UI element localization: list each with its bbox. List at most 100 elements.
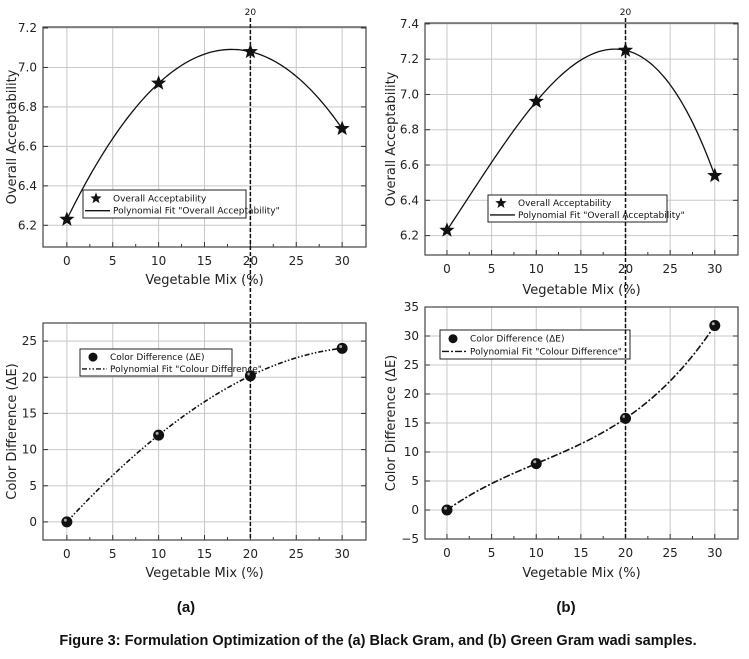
y-tick-label: 6.4 xyxy=(18,179,37,193)
legend-circle-icon xyxy=(88,352,98,362)
x-tick-label: 20 xyxy=(243,547,258,561)
plot-frame xyxy=(424,306,739,540)
x-tick-label: 25 xyxy=(289,547,304,561)
x-tick-label: 5 xyxy=(109,547,117,561)
legend-label-fit: Polynomial Fit "Overall Acceptability" xyxy=(113,207,280,217)
figure-caption: Figure 3: Formulation Optimization of th… xyxy=(59,633,696,649)
legend-label-fit: Polynomial Fit "Overall Acceptability" xyxy=(518,211,685,221)
chart-a-top: 0 5 10 15 20 25 306.26.46.66.87.07.2Vegetable … xyxy=(5,21,367,288)
data-point-star xyxy=(707,167,723,183)
y-tick-label: 10 xyxy=(404,445,419,459)
y-tick-label: 15 xyxy=(22,406,37,420)
y-tick-label: 6.4 xyxy=(400,193,419,207)
y-tick-label: 6.8 xyxy=(18,100,37,114)
data-point-star xyxy=(59,211,75,226)
legend: Overall Acceptability Polynomial Fit "Ove… xyxy=(82,189,280,219)
y-tick-label: 10 xyxy=(22,443,37,457)
x-tick-label: 10 xyxy=(529,262,544,276)
fit-curve xyxy=(446,48,716,231)
y-tick-label: 5 xyxy=(411,474,419,488)
y-tick-label: 25 xyxy=(22,334,37,348)
chart-b-top: 0 5 10 15 20 25 30 6.2 6.4 6.6 6.8 7.0 7.2 7.4 Vegetab… xyxy=(384,17,739,298)
data-point-highlight xyxy=(533,460,537,464)
x-tick-label: 30 xyxy=(335,254,350,268)
y-tick-label: 20 xyxy=(404,387,419,401)
fit-curve xyxy=(66,347,343,523)
plot-frame xyxy=(42,26,367,248)
x-tick-label: 0 xyxy=(443,546,451,560)
y-tick-label: 7.0 xyxy=(400,87,419,101)
x-tick-label: 20 xyxy=(618,546,633,560)
legend-label-fit: Polynomial Fit "Colour Difference" xyxy=(110,365,262,375)
y-tick-label: 15 xyxy=(404,416,419,430)
y-tick-label: 6.2 xyxy=(18,218,37,232)
legend-star-icon xyxy=(495,197,507,208)
x-axis-label: Vegetable Mix (%) xyxy=(522,566,640,581)
y-tick-label: 7.0 xyxy=(18,60,37,74)
legend-label-data: Color Difference (ΔE) xyxy=(110,353,204,363)
legend-label-data: Overall Acceptability xyxy=(113,194,207,204)
charts-group: 0 5 10 15 20 25 30 6.2 6.4 6.6 6.8 7.0 7.2 Vegetable … xyxy=(5,8,739,581)
y-axis-label: Overall Acceptability xyxy=(5,69,20,204)
data-point-star xyxy=(151,75,167,90)
data-point-circle xyxy=(61,516,73,528)
legend: Color Difference (ΔE) Polynomial Fit "Col… xyxy=(79,348,262,377)
y-tick-label: 20 xyxy=(22,370,37,384)
data-point-circle xyxy=(441,504,453,516)
legend-box xyxy=(439,329,631,360)
data-point-circle xyxy=(336,342,348,354)
x-tick-label: 10 xyxy=(151,547,166,561)
x-tick-label: 25 xyxy=(663,262,678,276)
y-tick-label: 7.2 xyxy=(400,52,419,66)
x-tick-label: 5 xyxy=(488,546,496,560)
x-tick-label: 15 xyxy=(573,262,588,276)
x-tick-label: 25 xyxy=(289,254,304,268)
y-tick-label: 7.4 xyxy=(400,17,419,31)
reference-line-label: 20 xyxy=(620,8,632,18)
data-point-highlight xyxy=(443,506,447,510)
legend-box xyxy=(82,189,247,219)
fit-curve xyxy=(446,325,716,511)
panel-label-b: (b) xyxy=(556,599,575,616)
x-tick-label: 10 xyxy=(529,546,544,560)
data-point-circle xyxy=(620,412,632,424)
legend-box xyxy=(79,348,233,377)
y-tick-label: 6.6 xyxy=(400,158,419,172)
x-tick-label: 5 xyxy=(488,262,496,276)
y-tick-label: −5 xyxy=(401,532,419,546)
y-tick-label: 6.8 xyxy=(400,123,419,137)
chart-a-bottom: 0 5 10 15 20 25 30 0 5 10 15 20 25 Vegetable Mix (%) C… xyxy=(5,322,367,581)
x-tick-label: 30 xyxy=(707,546,722,560)
y-tick-label: 0 xyxy=(411,503,419,517)
y-tick-label: 25 xyxy=(404,358,419,372)
x-tick-label: 10 xyxy=(151,254,166,268)
legend-label-fit: Polynomial Fit "Colour Difference" xyxy=(470,347,622,357)
x-tick-label: 0 xyxy=(63,547,71,561)
data-point-star xyxy=(528,93,544,108)
x-tick-label: 15 xyxy=(197,254,212,268)
data-point-circle xyxy=(153,429,165,441)
legend: Color Difference (ΔE) Polynomial Fit "Col… xyxy=(439,329,631,360)
data-point-star xyxy=(439,222,455,237)
x-tick-label: 5 xyxy=(109,254,117,268)
legend-box xyxy=(487,194,668,223)
x-tick-label: 30 xyxy=(335,547,350,561)
y-tick-label: 6.2 xyxy=(400,229,419,243)
data-point-highlight xyxy=(63,518,67,522)
data-point-highlight xyxy=(711,322,715,326)
x-tick-label: 30 xyxy=(707,262,722,276)
y-axis-label: Color Difference (ΔE) xyxy=(5,363,20,499)
y-tick-label: 35 xyxy=(404,300,419,314)
x-tick-label: 15 xyxy=(573,546,588,560)
data-point-circle xyxy=(709,320,721,332)
data-point-highlight xyxy=(155,431,159,435)
y-tick-label: 30 xyxy=(404,329,419,343)
plot-frame xyxy=(42,322,367,541)
plot-frame xyxy=(424,22,739,256)
x-axis-label: Vegetable Mix (%) xyxy=(145,273,263,288)
y-axis-label: Overall Acceptability xyxy=(384,71,399,206)
y-tick-label: 0 xyxy=(29,515,37,529)
fit-curve xyxy=(66,48,343,220)
data-point-star xyxy=(334,120,350,136)
